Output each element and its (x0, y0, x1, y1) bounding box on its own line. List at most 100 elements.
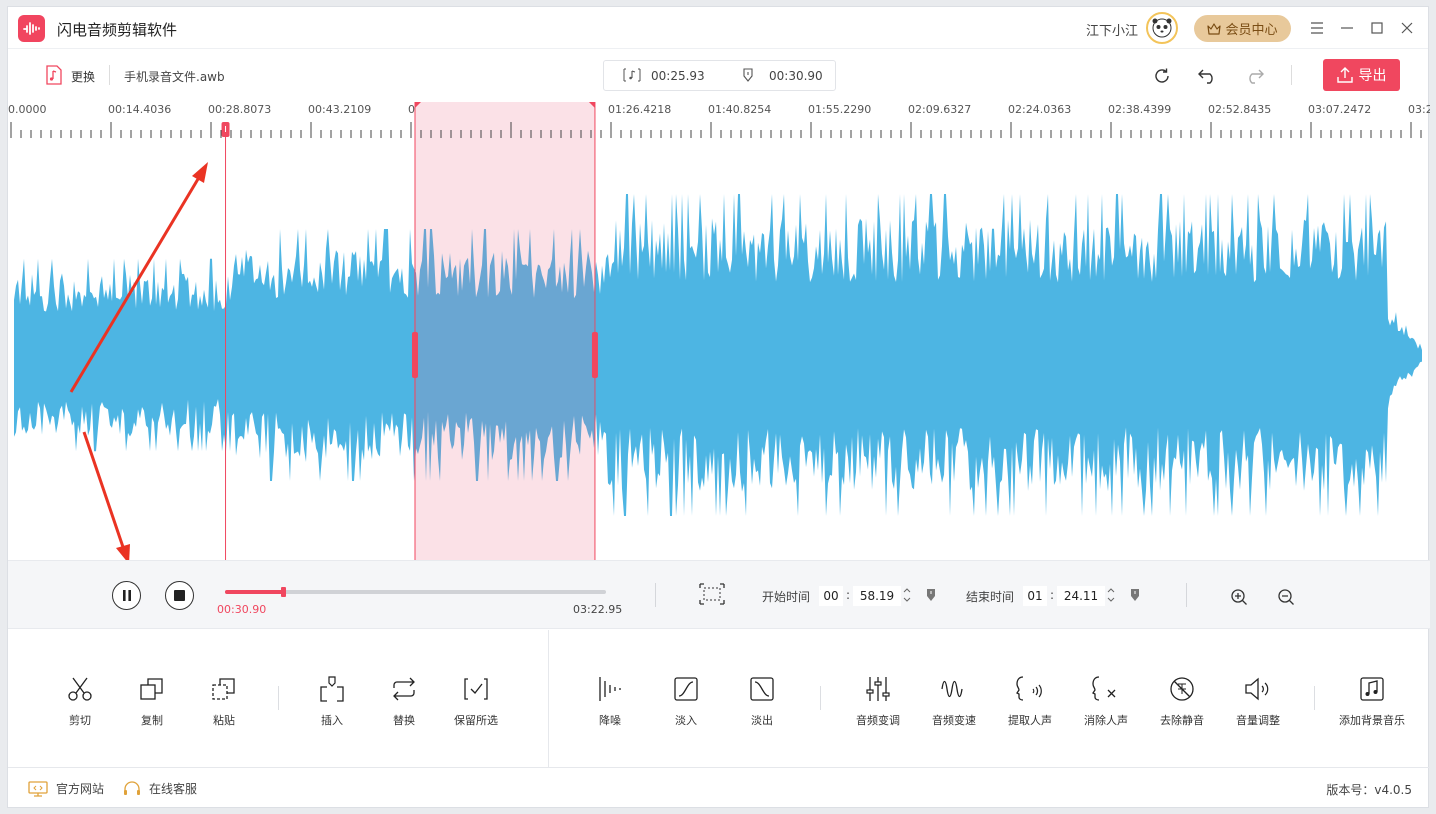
denoise-tool[interactable]: 降噪 (572, 674, 648, 734)
set-end-pin-icon[interactable] (1130, 588, 1140, 602)
cut-tool[interactable]: 剪切 (42, 674, 118, 734)
fade-in-label: 淡入 (675, 714, 697, 727)
zoom-in-icon[interactable] (1230, 588, 1248, 606)
export-button[interactable]: 导出 (1323, 59, 1400, 91)
waveform-timeline[interactable]: 0.000000:14.403600:28.807300:43.210900:5… (8, 102, 1430, 560)
pause-button[interactable] (112, 581, 141, 610)
export-label: 导出 (1358, 68, 1387, 84)
menu-icon[interactable] (1305, 16, 1329, 40)
colon: : (846, 588, 851, 602)
insert-tool[interactable]: 插入 (294, 674, 370, 734)
refresh-icon[interactable] (1150, 64, 1174, 88)
ruler-label: 01:55.2290 (808, 103, 872, 116)
speed-tool[interactable]: 音频变速 (916, 674, 992, 734)
pitch-label: 音频变调 (856, 714, 900, 727)
cursor-time: 00:30.90 (769, 69, 823, 83)
volume-tool[interactable]: 音量调整 (1220, 674, 1296, 734)
app-logo-icon (18, 15, 45, 42)
start-second-input[interactable]: 58.19 (853, 586, 901, 606)
minimize-icon[interactable] (1335, 16, 1359, 40)
maximize-icon[interactable] (1365, 16, 1389, 40)
avatar[interactable] (1146, 12, 1178, 44)
remove-vocal-label: 消除人声 (1084, 714, 1128, 727)
speed-label: 音频变速 (932, 714, 976, 727)
scissors-icon (65, 674, 95, 704)
replace-file-button[interactable]: 更换 (71, 70, 96, 84)
remove-vocal-tool[interactable]: 消除人声 (1068, 674, 1144, 734)
swap-icon (389, 674, 419, 704)
ruler-label: 01:26.4218 (608, 103, 672, 116)
keep-selection-label: 保留所选 (454, 714, 498, 727)
fit-selection-icon[interactable] (699, 583, 725, 609)
selection-duration: 00:25.93 (651, 69, 705, 83)
denoise-icon (595, 674, 625, 704)
undo-icon[interactable] (1196, 64, 1220, 88)
progress-handle[interactable] (280, 587, 286, 597)
official-website-link[interactable]: 官方网站 (28, 780, 104, 797)
annotation-arrow-up (69, 173, 203, 393)
start-minute-input[interactable]: 00 (819, 586, 843, 606)
stop-button[interactable] (165, 581, 194, 610)
panel-divider (548, 630, 549, 767)
zoom-out-icon[interactable] (1277, 588, 1295, 606)
end-minute-input[interactable]: 01 (1023, 586, 1047, 606)
copy-tool[interactable]: 复制 (114, 674, 190, 734)
insert-label: 插入 (321, 714, 343, 727)
extract-vocal-label: 提取人声 (1008, 714, 1052, 727)
end-time-stepper[interactable] (1106, 584, 1116, 606)
redo-icon[interactable] (1242, 64, 1266, 88)
selection-length-icon (622, 68, 642, 85)
fade-in-tool[interactable]: 淡入 (648, 674, 724, 734)
online-support-link[interactable]: 在线客服 (123, 780, 197, 797)
waveform-right (594, 194, 1422, 516)
start-time-stepper[interactable] (902, 584, 912, 606)
speaker-icon (1243, 674, 1273, 704)
ruler-label: 02:52.8435 (1208, 103, 1272, 116)
close-icon[interactable] (1395, 16, 1419, 40)
copy-icon (137, 674, 167, 704)
equalizer-icon (863, 674, 893, 704)
app-window: 闪电音频剪辑软件 江下小江 会员中心 更换 手机录音文件.awb (7, 6, 1430, 808)
official-website-label: 官方网站 (56, 782, 105, 796)
divider (655, 583, 656, 607)
vip-center-button[interactable]: 会员中心 (1194, 15, 1291, 42)
time-info-box: 00:25.93 00:30.90 (603, 60, 836, 91)
waveform-canvas[interactable] (8, 102, 1430, 560)
ruler-label: 0.0000 (8, 103, 47, 116)
progress-fill (225, 590, 283, 594)
user-name[interactable]: 江下小江 (1086, 24, 1139, 39)
upload-icon (1336, 67, 1353, 83)
fade-out-tool[interactable]: 淡出 (724, 674, 800, 734)
divider (1291, 65, 1292, 85)
insert-icon (317, 674, 347, 704)
paste-label: 粘贴 (213, 714, 235, 727)
denoise-label: 降噪 (599, 714, 621, 727)
extract-vocal-tool[interactable]: 提取人声 (992, 674, 1068, 734)
add-bg-music-label: 添加背景音乐 (1339, 714, 1405, 727)
cursor-position-icon (741, 68, 755, 85)
selection-start-handle (411, 332, 418, 378)
fade-out-icon (747, 674, 777, 704)
fade-in-icon (671, 674, 701, 704)
music-file-icon[interactable] (46, 65, 62, 89)
ruler-label: 00:14.4036 (108, 103, 172, 116)
ruler-label: 03:07.2472 (1308, 103, 1372, 116)
pitch-tool[interactable]: 音频变调 (840, 674, 916, 734)
paste-tool[interactable]: 粘贴 (186, 674, 262, 734)
title-bar: 闪电音频剪辑软件 江下小江 会员中心 (8, 7, 1428, 49)
no-silence-icon (1167, 674, 1197, 704)
end-second-input[interactable]: 24.11 (1057, 586, 1105, 606)
add-bg-music-tool[interactable]: 添加背景音乐 (1334, 674, 1410, 734)
keep-selection-tool[interactable]: 保留所选 (438, 674, 514, 734)
progress-slider[interactable] (225, 587, 606, 597)
waveform-left (14, 229, 414, 481)
remove-silence-tool[interactable]: 去除静音 (1144, 674, 1220, 734)
wave-icon (939, 674, 969, 704)
replace-tool[interactable]: 替换 (366, 674, 442, 734)
divider (820, 686, 821, 710)
ruler-label: 03:21.6508 (1408, 103, 1430, 116)
stop-icon (174, 590, 185, 601)
selection-start-marker (414, 102, 421, 108)
playback-bar: 00:30.90 03:22.95 开始时间 00 : 58.19 结束时间 0… (8, 560, 1430, 629)
set-start-pin-icon[interactable] (926, 588, 936, 602)
